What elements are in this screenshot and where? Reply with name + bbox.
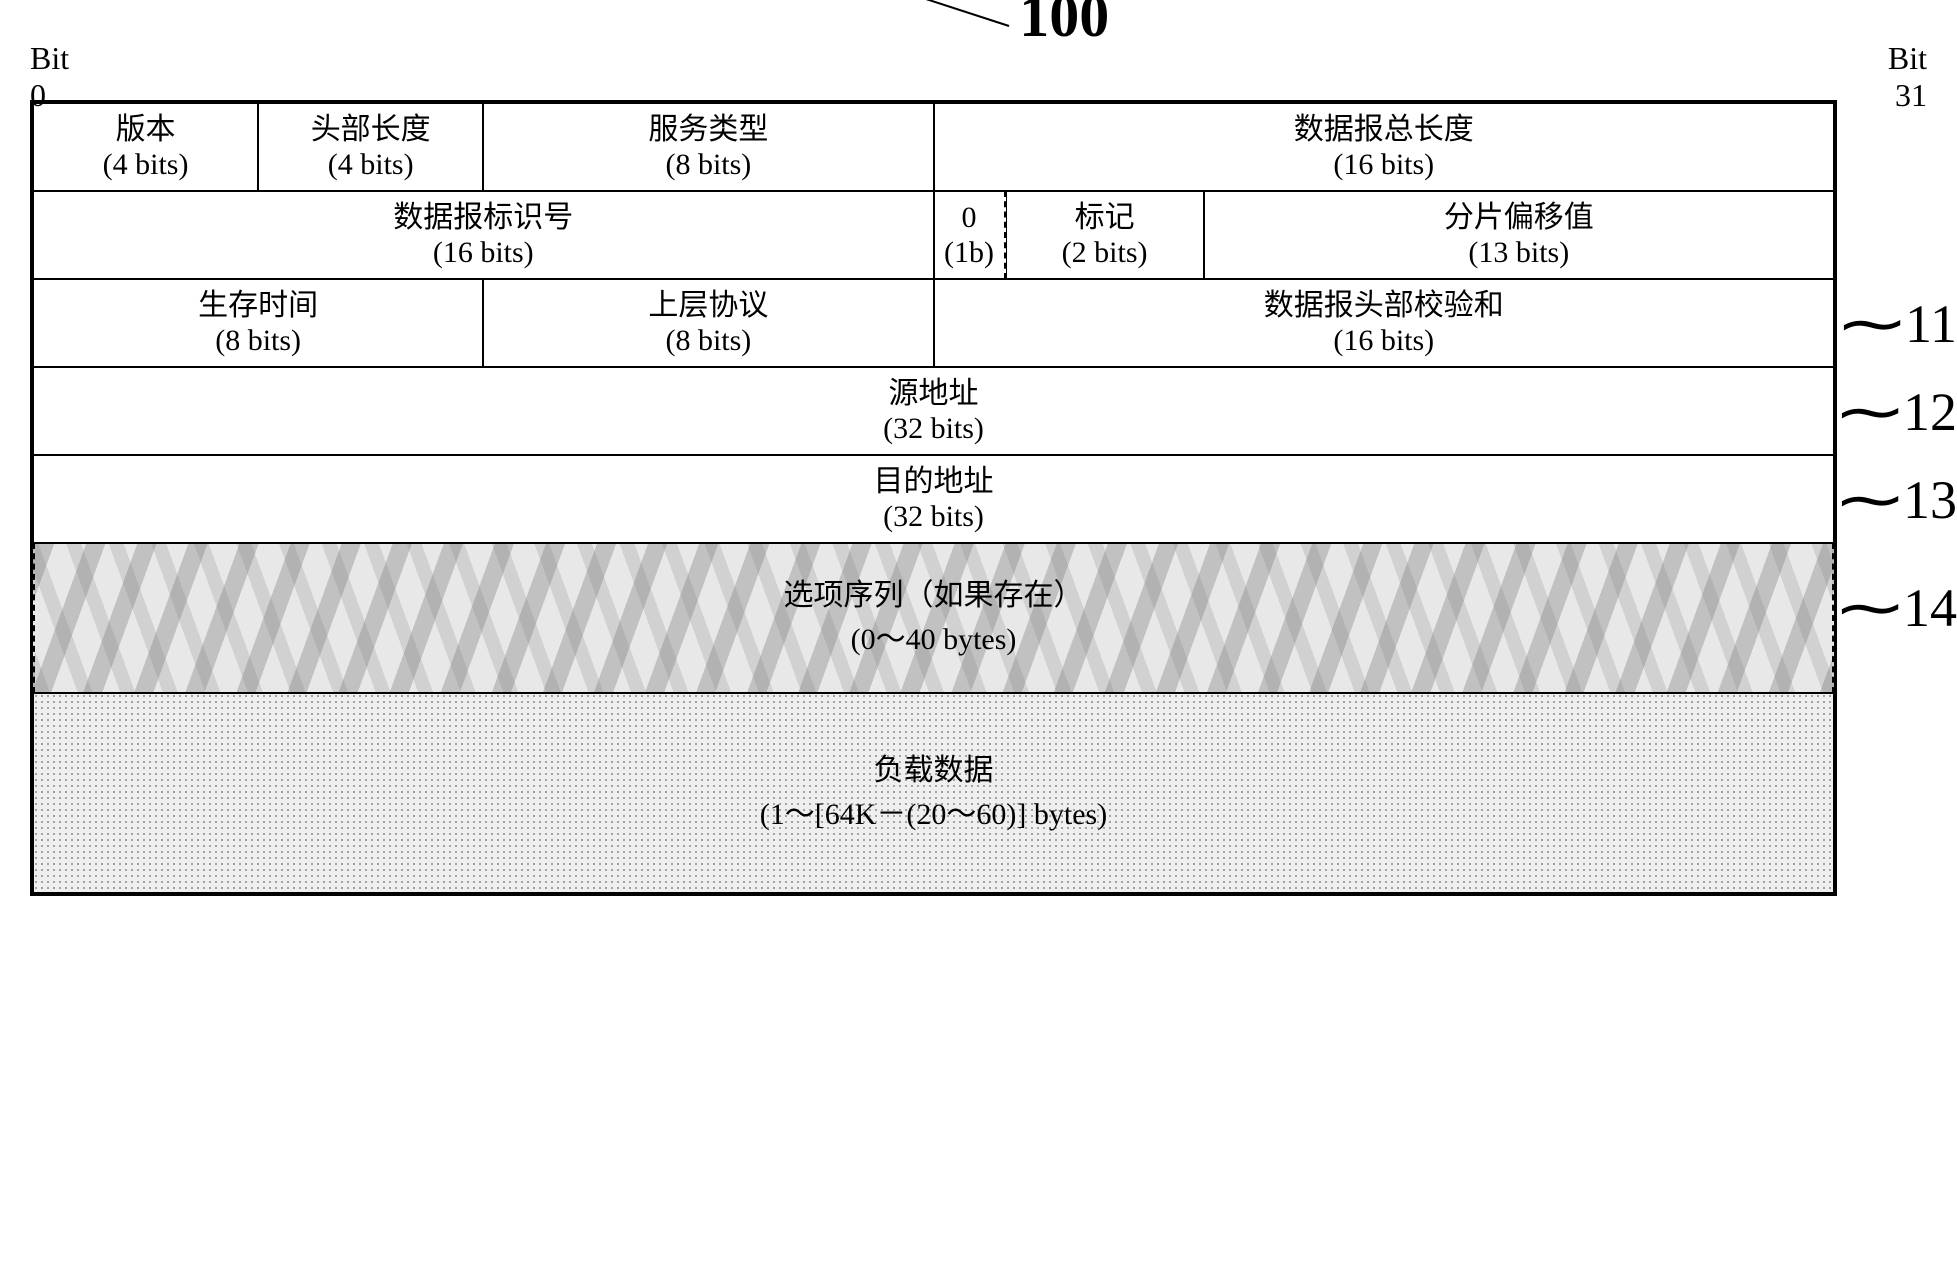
field-bits: (1b) xyxy=(944,236,994,270)
callout-120-text: 120 xyxy=(1903,381,1957,443)
tilde-icon: ∼ xyxy=(1832,377,1907,447)
tilde-icon: ∼ xyxy=(1832,573,1907,643)
field-name: 源地址 xyxy=(889,376,979,412)
field-payload: 负载数据 (1～[64K－(20～60)] bytes) xyxy=(33,693,1834,893)
tilde-icon: ∼ xyxy=(1834,289,1909,359)
field-dest-address: 目的地址 (32 bits) xyxy=(33,455,1834,543)
bit-end-label: Bit 31 xyxy=(1888,40,1927,114)
tilde-icon: ∼ xyxy=(1832,465,1907,535)
bit-word: Bit xyxy=(30,40,69,76)
field-protocol: 上层协议 (8 bits) xyxy=(483,279,933,367)
field-bits: (8 bits) xyxy=(665,148,751,182)
callout-100-text: 100 xyxy=(1019,0,1109,51)
field-name: 数据报总长度 xyxy=(1294,112,1474,148)
field-name: 生存时间 xyxy=(198,288,318,324)
field-bits: (16 bits) xyxy=(1333,148,1434,182)
callout-100: 100 xyxy=(879,0,1109,51)
bit-axis-labels: Bit 0 100 Bit 31 xyxy=(30,40,1837,100)
ip-header-diagram: Bit 0 100 Bit 31 版本 (4 bits) 头部长度 (4 bit… xyxy=(30,40,1837,896)
callout-110: ∼ 110 xyxy=(1847,289,1957,359)
field-bits: (32 bits) xyxy=(883,412,984,446)
field-name: 服务类型 xyxy=(648,112,768,148)
field-name: 上层协议 xyxy=(648,288,768,324)
field-total-length: 数据报总长度 (16 bits) xyxy=(934,103,1835,191)
field-bits: (13 bits) xyxy=(1468,236,1569,270)
table-row: 版本 (4 bits) 头部长度 (4 bits) 服务类型 (8 bits) … xyxy=(33,103,1834,191)
field-bits: (1～[64K－(20～60)] bytes) xyxy=(760,789,1107,833)
field-tos: 服务类型 (8 bits) xyxy=(483,103,933,191)
field-bits: (16 bits) xyxy=(1333,324,1434,358)
field-version: 版本 (4 bits) xyxy=(33,103,258,191)
packet-table: 版本 (4 bits) 头部长度 (4 bits) 服务类型 (8 bits) … xyxy=(30,100,1837,896)
bit-end-number: 31 xyxy=(1895,77,1927,113)
field-fragment-offset: 分片偏移值 (13 bits) xyxy=(1204,191,1834,279)
field-name: 选项序列（如果存在） xyxy=(784,578,1084,614)
field-checksum: 数据报头部校验和 (16 bits) xyxy=(934,279,1835,367)
table-row: 生存时间 (8 bits) 上层协议 (8 bits) 数据报头部校验和 (16… xyxy=(33,279,1834,367)
callout-130-text: 130 xyxy=(1903,469,1957,531)
field-bits: (4 bits) xyxy=(328,148,414,182)
field-name: 负载数据 xyxy=(874,753,994,789)
table-row: 选项序列（如果存在） (0～40 bytes) ∼ 140 xyxy=(33,543,1834,693)
field-bits: (0～40 bytes) xyxy=(851,614,1017,658)
field-bits: (2 bits) xyxy=(1062,236,1148,270)
bit-word: Bit xyxy=(1888,40,1927,76)
field-name: 目的地址 xyxy=(874,464,994,500)
field-options: 选项序列（如果存在） (0～40 bytes) xyxy=(33,543,1834,693)
callout-130: ∼ 130 xyxy=(1845,465,1957,535)
field-bits: (8 bits) xyxy=(215,324,301,358)
field-name: 数据报头部校验和 xyxy=(1264,288,1504,324)
field-flags: 标记 (2 bits) xyxy=(1006,191,1204,279)
field-bits: (4 bits) xyxy=(103,148,189,182)
field-bits: (16 bits) xyxy=(433,236,534,270)
field-name: 头部长度 xyxy=(311,112,431,148)
table-row: 负载数据 (1～[64K－(20～60)] bytes) xyxy=(33,693,1834,893)
field-name: 标记 xyxy=(1075,200,1135,236)
field-reserved-bit: 0 (1b) xyxy=(934,191,1006,279)
callout-120: ∼ 120 xyxy=(1845,377,1957,447)
field-identification: 数据报标识号 (16 bits) xyxy=(33,191,934,279)
field-bits: (8 bits) xyxy=(665,324,751,358)
leader-line-icon xyxy=(885,0,1009,27)
field-name: 分片偏移值 xyxy=(1444,200,1594,236)
field-source-address: 源地址 (32 bits) xyxy=(33,367,1834,455)
field-name: 版本 xyxy=(116,112,176,148)
field-name: 0 xyxy=(962,200,977,236)
callout-140-text: 140 xyxy=(1903,577,1957,639)
field-ttl: 生存时间 (8 bits) xyxy=(33,279,483,367)
callout-140: ∼ 140 xyxy=(1845,573,1957,643)
table-row: 目的地址 (32 bits) ∼ 130 xyxy=(33,455,1834,543)
table-row: 数据报标识号 (16 bits) 0 (1b) 标记 (2 bits) 分片偏移… xyxy=(33,191,1834,279)
field-ihl: 头部长度 (4 bits) xyxy=(258,103,483,191)
field-bits: (32 bits) xyxy=(883,500,984,534)
callout-110-text: 110 xyxy=(1905,293,1957,355)
table-row: 源地址 (32 bits) ∼ 120 xyxy=(33,367,1834,455)
field-name: 数据报标识号 xyxy=(393,200,573,236)
